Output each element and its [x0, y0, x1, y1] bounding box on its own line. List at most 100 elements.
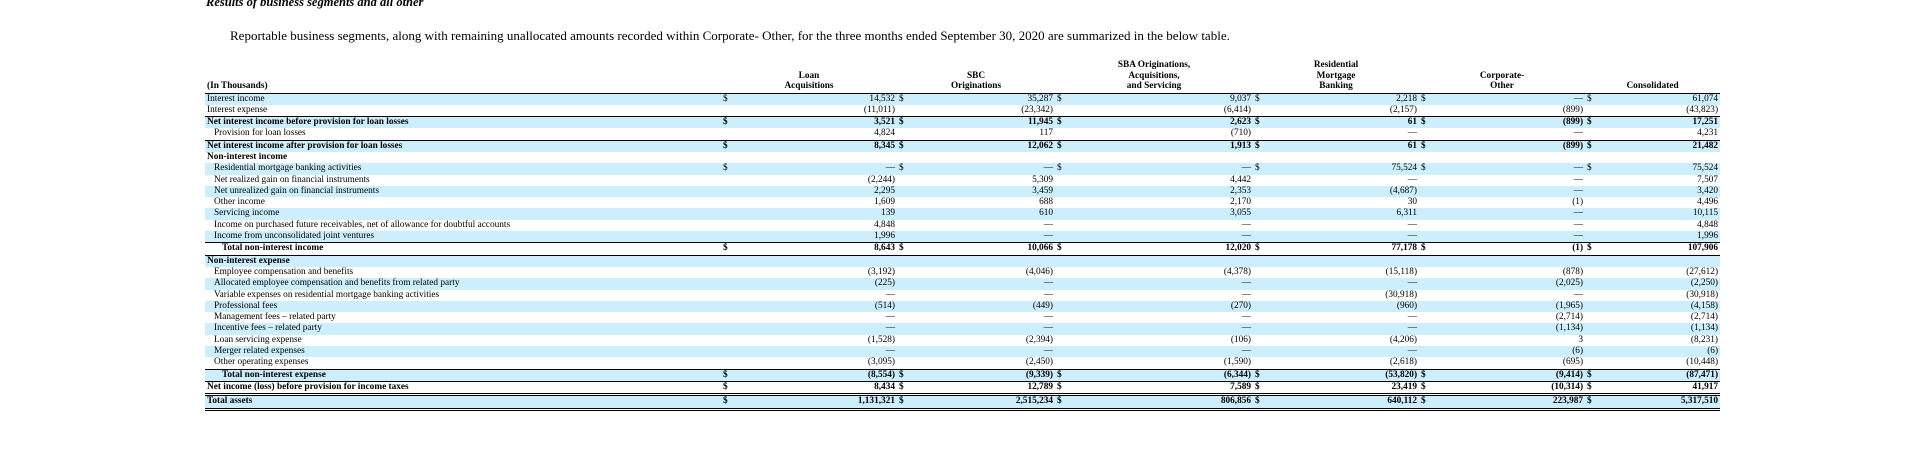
dollar-sign [1055, 335, 1085, 346]
dollar-sign: $ [1055, 381, 1086, 397]
cell-value: (2,157) [1283, 104, 1420, 118]
dollar-sign: $ [1585, 116, 1616, 129]
cell-value: — [1407, 174, 1418, 185]
dollar-sign [1253, 335, 1283, 346]
cell-value: (2,025) [1449, 278, 1586, 290]
cell-value: (30,918) [1385, 289, 1418, 300]
cell-value: 2,218 [1283, 93, 1420, 105]
dollar-sign [1419, 323, 1450, 335]
dollar-sign [1419, 175, 1449, 186]
cell-value: — [1043, 289, 1054, 300]
cell-value [751, 255, 897, 267]
dollar-sign [1055, 208, 1086, 220]
cell-value: — [1283, 323, 1420, 335]
dollar-sign [1419, 152, 1449, 163]
cell-value: (2,244) [867, 174, 895, 185]
row-label: Other income [214, 197, 265, 208]
dollar-sign: $ [1055, 394, 1086, 411]
dollar-sign [721, 335, 751, 346]
cell-value: — [1241, 219, 1252, 230]
dollar-sign [721, 175, 751, 186]
dollar-sign [1585, 300, 1616, 313]
dollar-sign [1419, 267, 1449, 278]
dollar-sign [1585, 255, 1616, 267]
cell-value: 8,345 [751, 140, 897, 152]
cell-value: (4,206) [1389, 334, 1418, 345]
cell-value: (15,118) [1385, 266, 1418, 277]
cell-value: 139 [751, 208, 897, 220]
cell-value [1085, 255, 1254, 267]
dollar-sign: $ [1253, 381, 1284, 397]
dollar-sign [1253, 152, 1283, 163]
cell-value [751, 152, 897, 163]
column-header-sba: SBA Originations, Acquisitions, and Servic… [1117, 60, 1191, 91]
dollar-sign [721, 152, 751, 163]
cell-value: (4,158) [1615, 300, 1721, 313]
cell-value: (4,046) [1025, 266, 1054, 277]
dollar-sign [721, 267, 751, 278]
dollar-sign: $ [1253, 140, 1284, 152]
cell-value: 4,496 [1697, 197, 1719, 208]
cell-value: 3,055 [1085, 208, 1254, 220]
cell-value: 5,309 [1032, 174, 1054, 185]
row-label: Management fees – related party [214, 312, 336, 323]
dollar-sign [1419, 220, 1449, 231]
cell-value: 2,295 [751, 185, 897, 198]
cell-value: (4,687) [1283, 185, 1420, 198]
cell-value: 6,311 [1283, 208, 1420, 220]
row-label: Net interest income after provision for … [205, 140, 721, 152]
cell-value: (899) [1449, 116, 1586, 129]
dollar-sign: $ [1055, 140, 1086, 152]
dollar-sign [897, 323, 927, 335]
dollar-sign: $ [1055, 369, 1086, 382]
dollar-sign [1055, 220, 1085, 231]
dollar-sign [1585, 185, 1616, 198]
cell-value [1283, 255, 1420, 267]
cell-value: — [1407, 312, 1418, 323]
dollar-sign [1585, 104, 1616, 118]
cell-value: 75,524 [1283, 163, 1420, 175]
dollar-sign [1253, 175, 1283, 186]
dollar-sign: $ [1055, 242, 1086, 256]
dollar-sign [1055, 128, 1086, 141]
cell-value: (1) [1449, 242, 1586, 256]
cell-value: (53,820) [1283, 369, 1420, 382]
row-label: Provision for loan losses [205, 128, 721, 141]
dollar-sign: $ [897, 242, 927, 256]
cell-value: (6) [1449, 346, 1586, 358]
cell-value: 117 [927, 128, 1056, 141]
column-header-loan-acquisitions: Loan Acquisitions [784, 70, 834, 92]
dollar-sign [1419, 357, 1450, 370]
dollar-sign: $ [721, 140, 751, 152]
cell-value: (2,250) [1615, 278, 1721, 290]
dollar-sign: $ [721, 369, 751, 382]
dollar-sign [1419, 197, 1449, 208]
cell-value: (3,192) [867, 266, 895, 277]
cell-value: 61,074 [1615, 93, 1721, 105]
cell-value: 2,515,234 [927, 394, 1056, 411]
table-row: Net interest income after provision for … [205, 140, 1721, 152]
cell-value: (1,590) [1085, 357, 1254, 370]
cell-value: (270) [1085, 300, 1254, 313]
cell-value: 107,906 [1615, 242, 1721, 256]
cell-value: 77,178 [1283, 242, 1420, 256]
dollar-sign [1585, 357, 1616, 370]
cell-value: (514) [751, 300, 897, 313]
row-label: Employee compensation and benefits [214, 266, 354, 277]
row-label: Servicing income [205, 208, 721, 220]
dollar-sign [1253, 208, 1284, 220]
dollar-sign [1055, 323, 1086, 335]
cell-value [1449, 255, 1586, 267]
row-label: Net income (loss) before provision for i… [205, 381, 721, 397]
dollar-sign [721, 312, 751, 323]
dollar-sign [721, 197, 751, 208]
dollar-sign: $ [1419, 116, 1450, 129]
dollar-sign [1585, 175, 1615, 186]
dollar-sign [1253, 255, 1284, 267]
table-row: Total non-interest expense $ (8,554) $ (9,33… [205, 369, 1721, 382]
dollar-sign [1419, 300, 1450, 313]
dollar-sign: $ [1585, 93, 1616, 105]
cell-value: (2,450) [927, 357, 1056, 370]
cell-value: 806,856 [1085, 394, 1254, 411]
cell-value: — [1085, 346, 1254, 358]
